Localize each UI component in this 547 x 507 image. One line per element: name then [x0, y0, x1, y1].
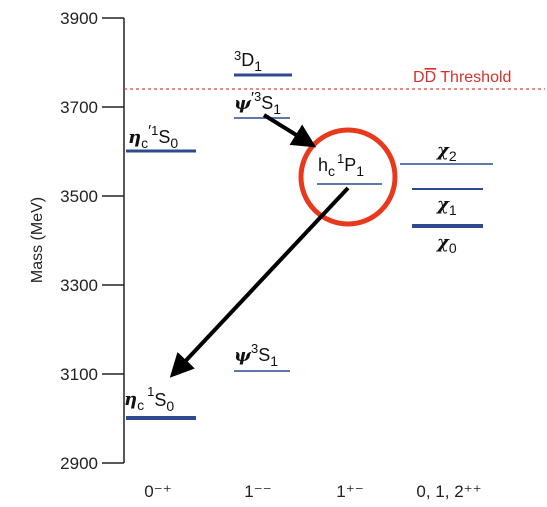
- y-axis-label: Mass (MeV): [29, 197, 46, 283]
- category-label: 0, 1, 2⁺⁺: [416, 482, 481, 501]
- y-tick-label: 3900: [60, 9, 98, 28]
- state-label-h-c: hc1P1: [318, 151, 364, 179]
- state-label-chi-c2: χ2: [435, 140, 457, 164]
- state-label-chi-c0: χ0: [435, 232, 457, 256]
- dd-threshold: DD Threshold: [124, 69, 545, 90]
- category-label: 0⁻⁺: [144, 482, 171, 501]
- state-label-eta-c-prime: ηc′1S0: [128, 123, 178, 151]
- y-tick-label: 3500: [60, 187, 98, 206]
- y-tick-label: 3100: [60, 365, 98, 384]
- category-label: 1⁻⁻: [244, 482, 271, 501]
- y-tick-label: 3700: [60, 98, 98, 117]
- state-label-chi-c1: χ1: [435, 194, 457, 218]
- state-label-psi-prime: ψ′3S1: [234, 89, 281, 117]
- transition-arrow-psi-prime-to-h-c: [262, 113, 317, 148]
- y-tick-label: 3300: [60, 276, 98, 295]
- y-axis: 3900 3700 3500 3300 3100 2900 Mass (MeV): [29, 9, 125, 473]
- state-label-psi-3770: 3D1: [234, 48, 262, 74]
- energy-levels: [126, 73, 493, 420]
- transition-arrow-h-c-to-eta-c: [169, 186, 350, 378]
- category-label: 1⁺⁻: [336, 482, 363, 501]
- threshold-label: DD Threshold: [413, 69, 511, 86]
- state-label-jpsi: ψ3S1: [234, 341, 278, 369]
- state-label-eta-c: ηc1S0: [124, 384, 174, 414]
- h-c-highlight-circle: [298, 127, 398, 227]
- y-tick-label: 2900: [60, 454, 98, 473]
